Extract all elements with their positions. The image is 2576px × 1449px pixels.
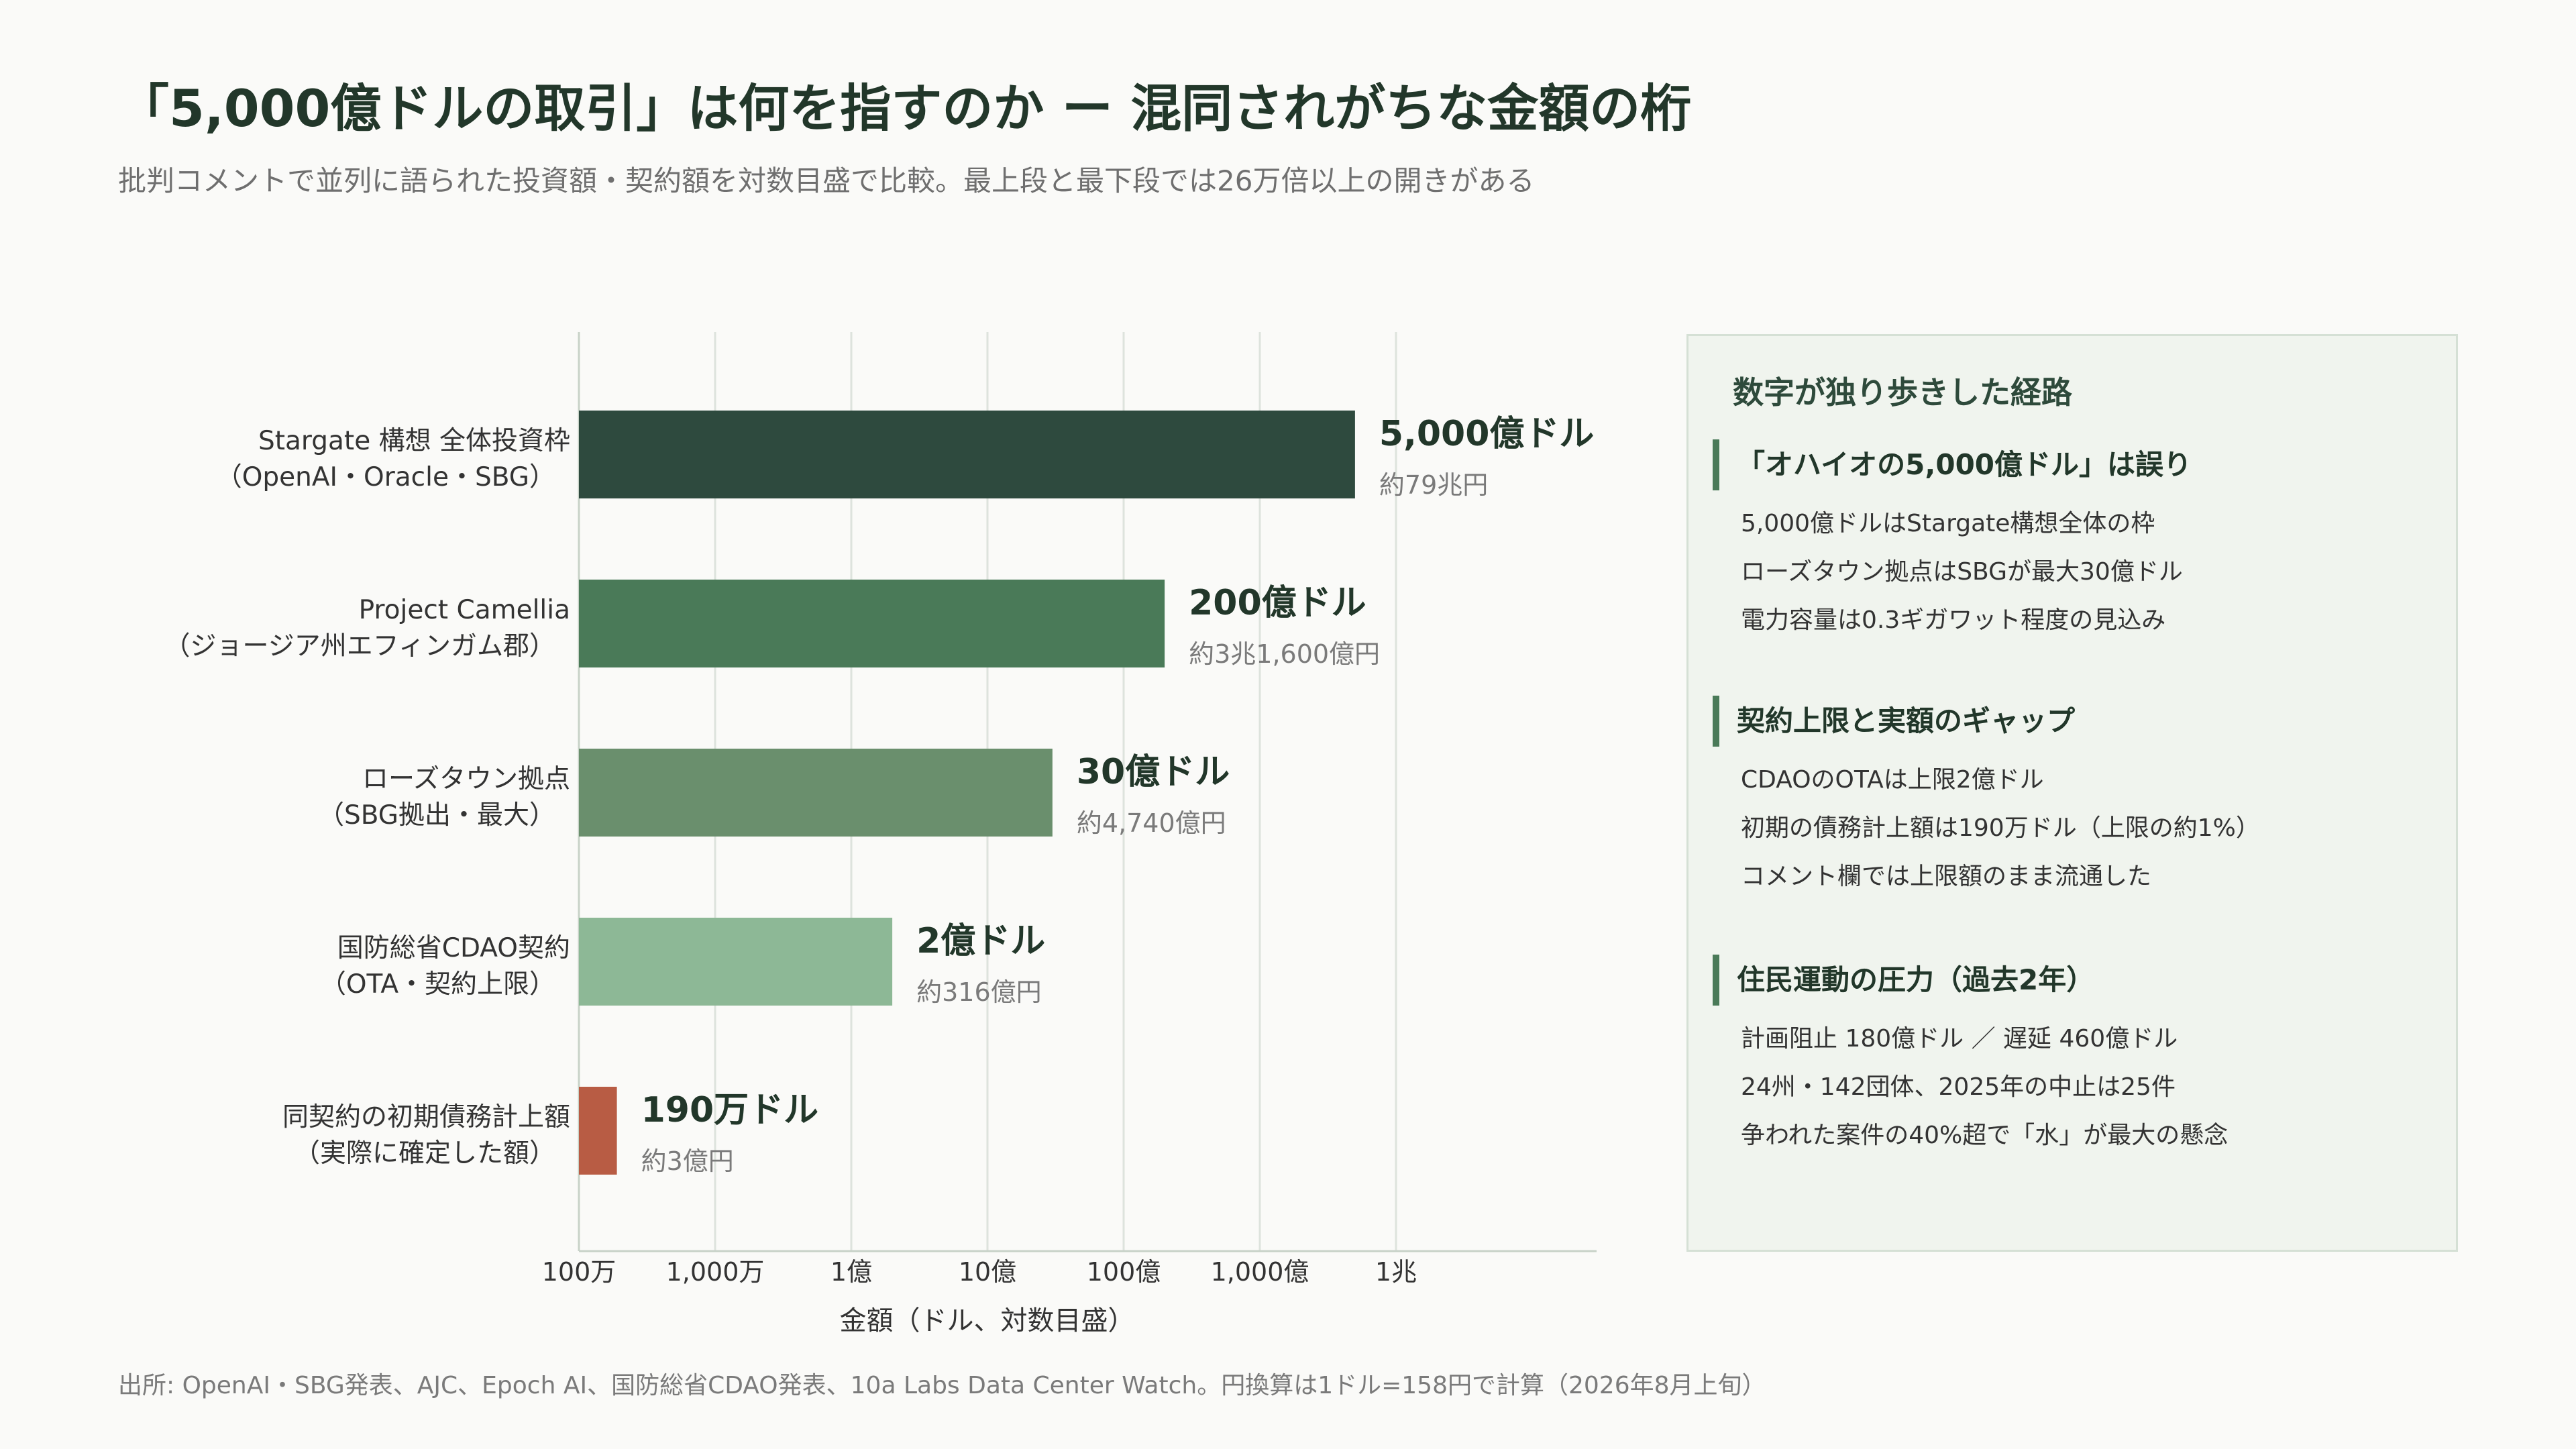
x-tick-label: 100万 — [542, 1257, 616, 1287]
bar-yen-label: 約3兆1,600億円 — [1189, 639, 1380, 669]
panel-section-line: コメント欄では上限額のまま流通した — [1741, 863, 2152, 890]
x-tick-label: 10億 — [959, 1257, 1016, 1287]
bar-value-label: 190万ドル — [641, 1090, 819, 1130]
page-title: 「5,000億ドルの取引」は何を指すのか ー 混同されがちな金額の桁 — [118, 78, 1692, 138]
category-sublabel: （OpenAI・Oracle・SBG） — [216, 462, 555, 492]
x-tick-label: 1兆 — [1375, 1257, 1417, 1287]
bar-yen-label: 約79兆円 — [1379, 470, 1488, 500]
category-label: 国防総省CDAO契約 — [337, 933, 570, 963]
panel-section-line: 計画阻止 180億ドル ／ 遅延 460億ドル — [1741, 1025, 2178, 1053]
category-sublabel: （SBG拠出・最大） — [318, 800, 555, 830]
category-label: ローズタウン拠点 — [362, 764, 570, 794]
source-note: 出所: OpenAI・SBG発表、AJC、Epoch AI、国防総省CDAO発表… — [118, 1372, 1766, 1399]
bar-value-label: 2億ドル — [916, 921, 1045, 961]
panel-section-heading: 契約上限と実額のギャップ — [1713, 696, 2437, 747]
page-subtitle: 批判コメントで並列に語られた投資額・契約額を対数目盛で比較。最上段と最下段では2… — [118, 164, 1535, 197]
bar-yen-label: 約3億円 — [641, 1146, 734, 1176]
category-sublabel: （実際に確定した額） — [294, 1138, 555, 1169]
bar — [579, 411, 1355, 498]
panel-title: 数字が独り歩きした経路 — [1733, 374, 2072, 411]
panel-section-contract: 契約上限と実額のギャップ CDAOのOTAは上限2億ドル 初期の債務計上額は19… — [1713, 696, 2437, 901]
bar — [579, 580, 1165, 667]
x-axis-title: 金額（ドル、対数目盛） — [840, 1305, 1135, 1336]
x-tick-label: 1億 — [830, 1257, 872, 1287]
x-tick-label: 1,000億 — [1211, 1257, 1309, 1287]
panel-section-line: 5,000億ドルはStargate構想全体の枠 — [1741, 510, 2155, 537]
bar-value-label: 200億ドル — [1189, 583, 1366, 623]
panel-section-line: ローズタウン拠点はSBGが最大30億ドル — [1741, 558, 2183, 586]
panel-section-line: CDAOのOTAは上限2億ドル — [1741, 766, 2044, 794]
bar-value-label: 5,000億ドル — [1379, 414, 1594, 454]
panel-section-ohio: 「オハイオの5,000億ドル」は誤り 5,000億ドルはStargate構想全体… — [1713, 439, 2437, 645]
category-label: 同契約の初期債務計上額 — [282, 1102, 570, 1132]
bar — [579, 918, 893, 1006]
bar-value-label: 30億ドル — [1077, 752, 1230, 792]
bar-yen-label: 約316億円 — [916, 977, 1042, 1007]
category-sublabel: （OTA・契約上限） — [320, 969, 555, 1000]
panel-section-line: 24州・142団体、2025年の中止は25件 — [1741, 1073, 2176, 1101]
category-label: Stargate 構想 全体投資枠 — [258, 426, 570, 456]
x-tick-label: 1,000万 — [666, 1257, 765, 1287]
info-panel: 数字が独り歩きした経路 「オハイオの5,000億ドル」は誤り 5,000億ドルは… — [1686, 334, 2458, 1252]
category-sublabel: （ジョージア州エフィンガム郡） — [164, 631, 555, 661]
category-label: Project Camellia — [359, 595, 570, 625]
bar-yen-label: 約4,740億円 — [1077, 808, 1226, 838]
panel-section-residents: 住民運動の圧力（過去2年） 計画阻止 180億ドル ／ 遅延 460億ドル 24… — [1713, 955, 2437, 1160]
panel-section-line: 争われた案件の40%超で「水」が最大の懸念 — [1741, 1122, 2229, 1149]
panel-section-heading: 住民運動の圧力（過去2年） — [1713, 955, 2437, 1006]
bar — [579, 1087, 617, 1175]
panel-section-heading: 「オハイオの5,000億ドル」は誤り — [1713, 439, 2437, 490]
panel-section-line: 電力容量は0.3ギガワット程度の見込み — [1741, 606, 2166, 634]
bar — [579, 749, 1053, 837]
x-tick-label: 100億 — [1087, 1257, 1161, 1287]
panel-section-line: 初期の債務計上額は190万ドル（上限の約1%） — [1741, 814, 2260, 842]
